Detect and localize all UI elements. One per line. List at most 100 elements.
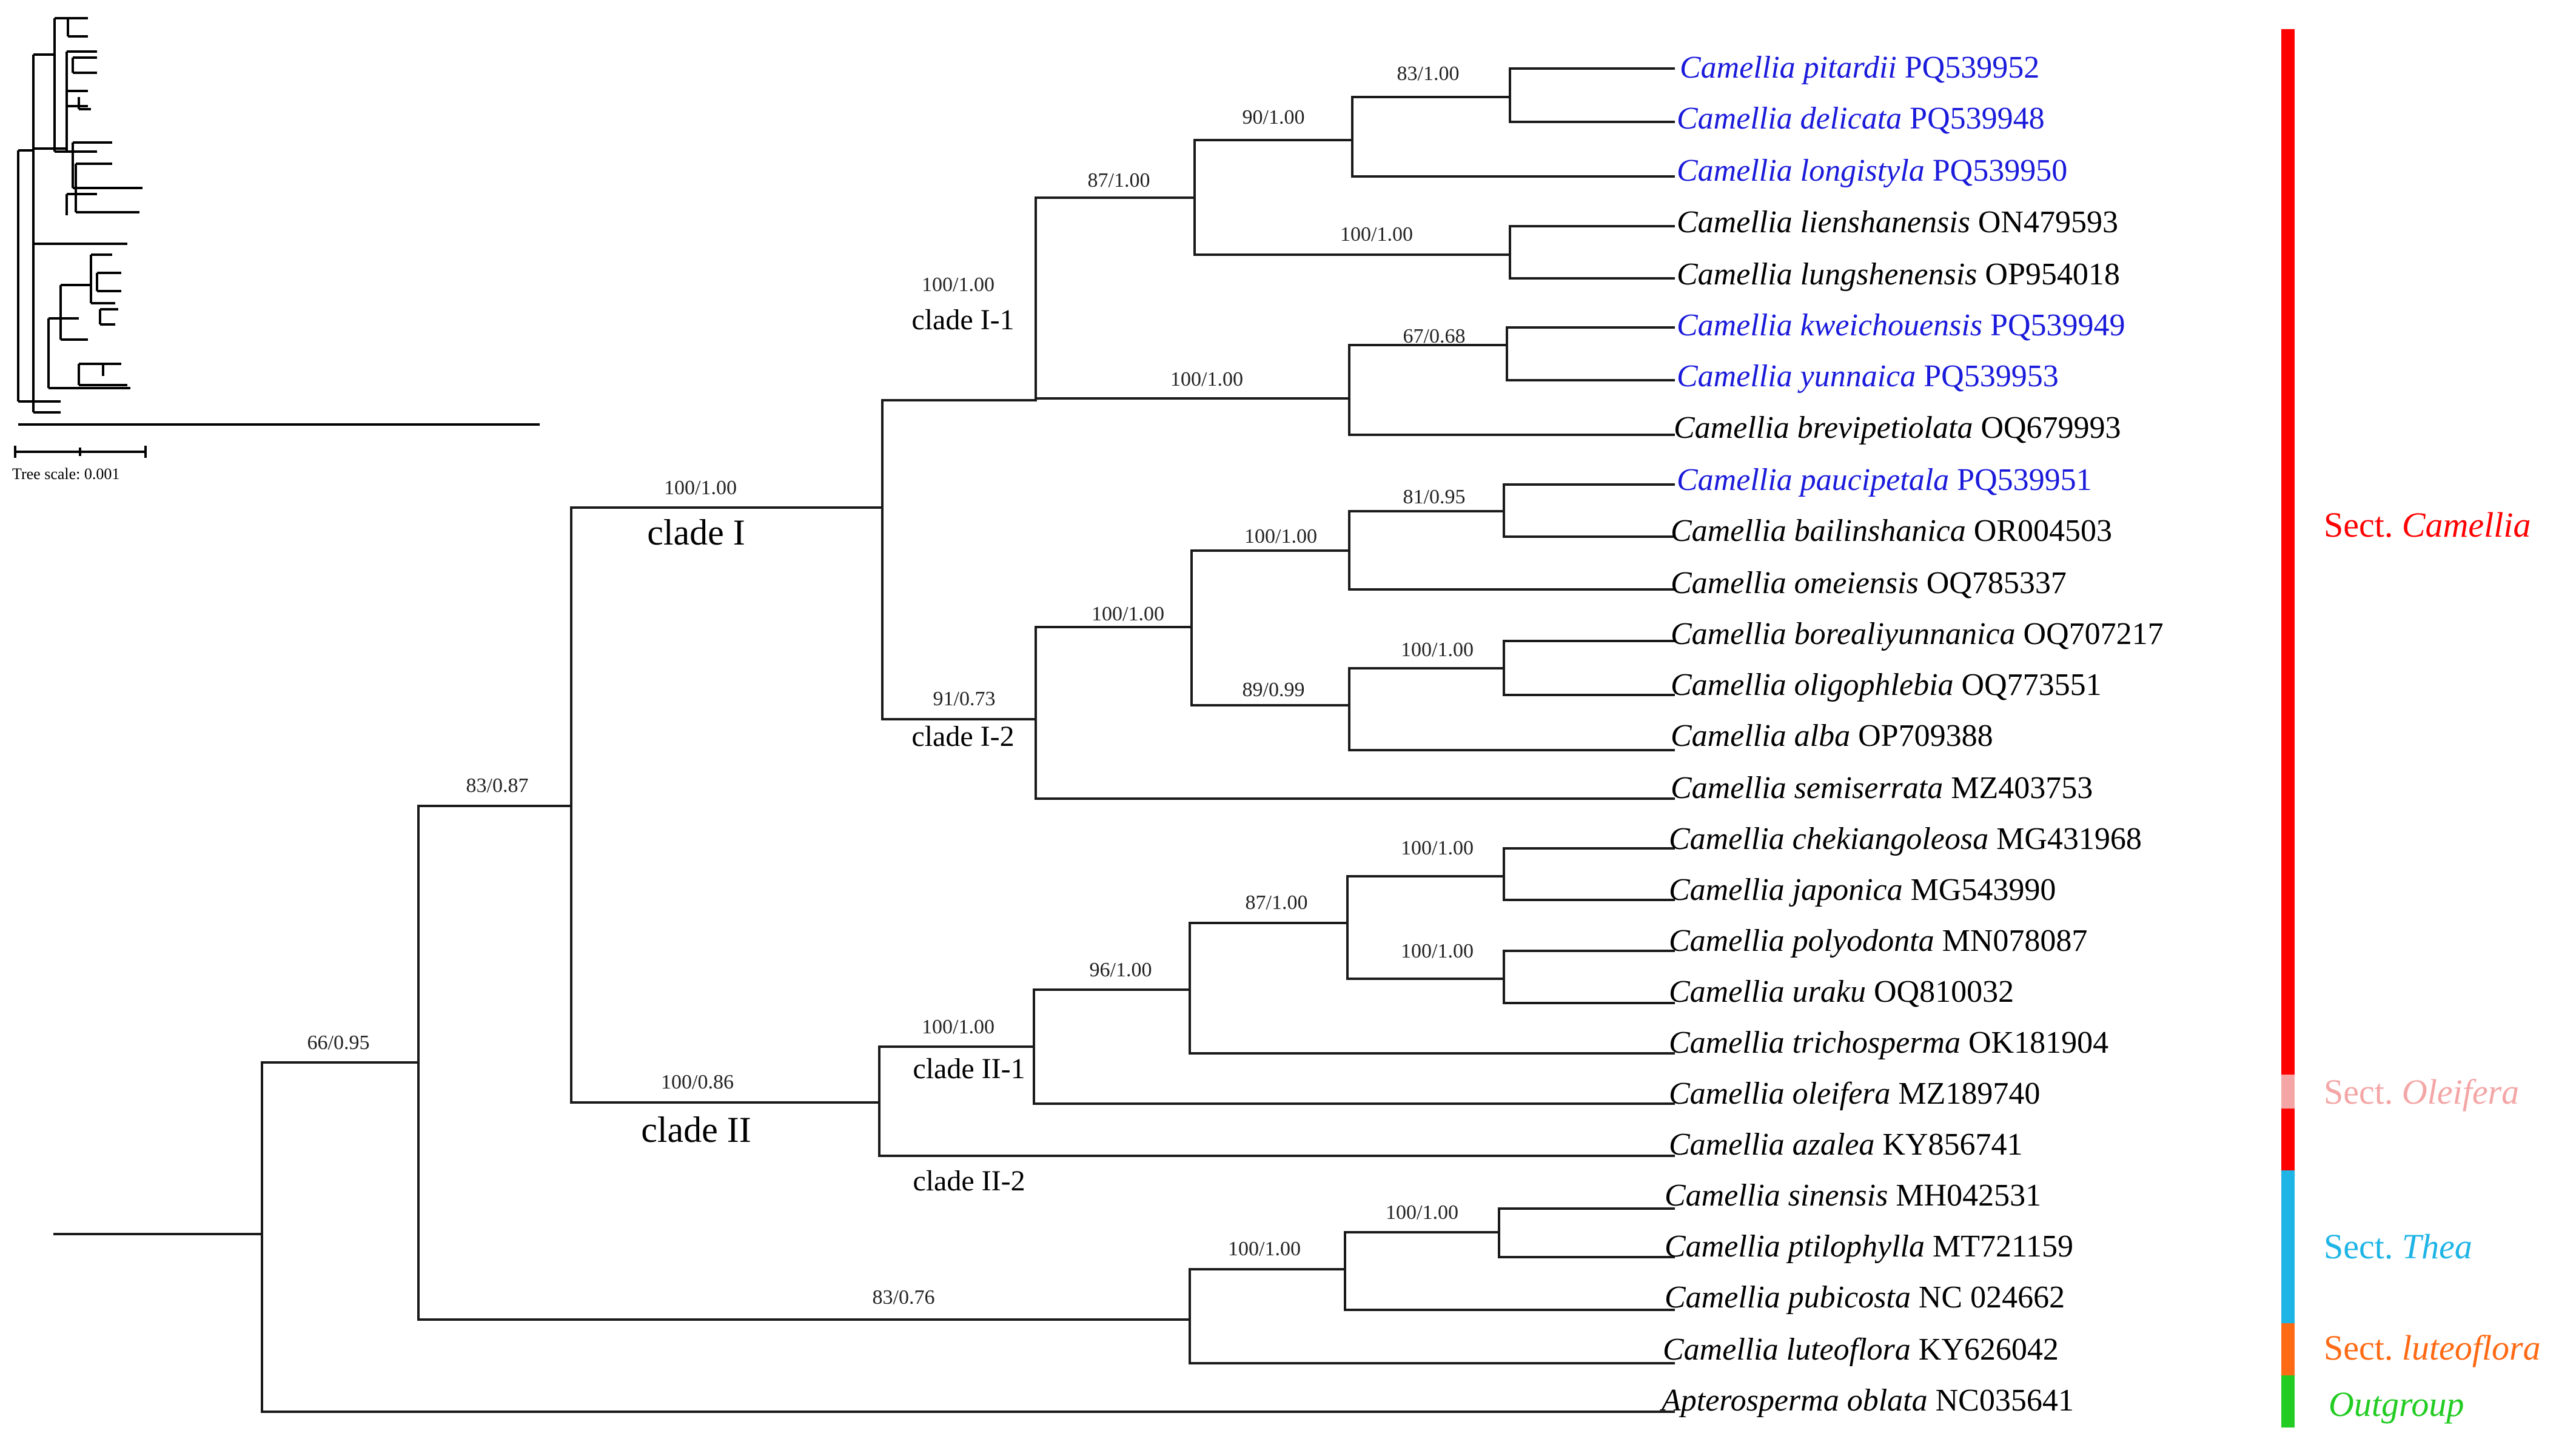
- accession-number: NC035641: [1936, 1383, 2074, 1418]
- species-name: Camellia brevipetiolata: [1674, 411, 1973, 445]
- leaf-label: Apterosperma oblata NC035641: [1660, 1383, 2074, 1418]
- section-bars: [2281, 29, 2295, 1428]
- tree-branches: [53, 67, 1675, 1413]
- support-label: 83/0.76: [873, 1286, 935, 1309]
- accession-number: OR004503: [1974, 514, 2112, 548]
- support-label: 91/0.73: [933, 688, 996, 710]
- support-label: 100/1.00: [664, 477, 737, 499]
- support-label: 100/1.00: [1170, 368, 1243, 391]
- accession-number: OQ679993: [1981, 411, 2121, 445]
- accession-number: PQ539948: [1910, 101, 2044, 136]
- species-name: Camellia uraku: [1669, 975, 1866, 1009]
- species-name: Camellia oleifera: [1669, 1076, 1890, 1111]
- leaf-label: Camellia japonica MG543990: [1669, 873, 2056, 907]
- outgroup-label: Outgroup: [2329, 1384, 2464, 1424]
- leaf-label: Camellia ptilophylla MT721159: [1665, 1229, 2073, 1264]
- species-name: Camellia chekiangoleosa: [1669, 822, 1988, 856]
- support-label: 83/1.00: [1397, 62, 1460, 85]
- species-name: Camellia borealiyunnanica: [1671, 617, 2016, 651]
- leaf-label: Camellia lungshenensis OP954018: [1677, 257, 2120, 292]
- species-name: Camellia trichosperma: [1669, 1025, 1961, 1060]
- support-label: 100/1.00: [1386, 1201, 1458, 1224]
- accession-number: PQ539950: [1933, 153, 2067, 188]
- species-name: Camellia omeiensis: [1671, 566, 1919, 600]
- accession-number: OK181904: [1968, 1025, 2108, 1060]
- accession-number: OQ773551: [1962, 668, 2102, 702]
- sect-camellia-bar: [2281, 29, 2295, 1075]
- clade-labels: clade I clade II clade I-1 clade I-2 cla…: [641, 304, 1025, 1197]
- sect-thea-label: Sect. Thea: [2324, 1227, 2472, 1266]
- leaf-label: Camellia delicata PQ539948: [1677, 101, 2045, 136]
- sect-oleifera-label: Sect. Oleifera: [2324, 1072, 2519, 1112]
- clade-II-1-label: clade II-1: [913, 1053, 1025, 1085]
- inset-tree-thumbnail: Tree scale: 0.001: [12, 17, 540, 483]
- accession-number: NC 024662: [1919, 1280, 2065, 1315]
- support-label: 100/1.00: [1401, 940, 1474, 962]
- support-values: 83/1.00 90/1.00 87/1.00 100/1.00 67/0.68…: [307, 62, 1474, 1309]
- leaf-label: Camellia brevipetiolata OQ679993: [1674, 411, 2121, 445]
- leaf-label: Camellia semiserrata MZ403753: [1671, 771, 2093, 805]
- accession-number: MZ403753: [1951, 771, 2093, 805]
- species-name: Camellia bailinshanica: [1671, 514, 1966, 548]
- species-name: Camellia polyodonta: [1669, 924, 1934, 958]
- leaf-label: Camellia chekiangoleosa MG431968: [1669, 822, 2142, 856]
- accession-number: MH042531: [1896, 1178, 2041, 1213]
- accession-number: KY856741: [1882, 1127, 2022, 1162]
- sect-camellia-label: Sect. Camellia: [2324, 505, 2531, 545]
- species-name: Apterosperma oblata: [1660, 1383, 1928, 1418]
- species-name: Camellia yunnaica: [1677, 359, 1916, 394]
- support-label: 89/0.99: [1243, 679, 1305, 701]
- sect-luteoflora-bar: [2281, 1323, 2295, 1375]
- species-name: Camellia longistyla: [1677, 153, 1925, 188]
- leaf-label: Camellia oleifera MZ189740: [1669, 1076, 2040, 1111]
- accession-number: PQ539953: [1924, 359, 2058, 394]
- species-name: Camellia japonica: [1669, 873, 1903, 907]
- clade-I-label: clade I: [647, 512, 745, 552]
- species-name: Camellia delicata: [1677, 101, 1902, 136]
- clade-II-label: clade II: [641, 1110, 751, 1150]
- accession-number: MN078087: [1942, 924, 2088, 958]
- support-label: 83/0.87: [466, 774, 529, 797]
- leaf-label: Camellia oligophlebia OQ773551: [1671, 668, 2102, 702]
- leaf-label: Camellia luteoflora KY626042: [1663, 1332, 2059, 1367]
- species-name: Camellia lungshenensis: [1677, 257, 1977, 292]
- accession-number: MZ189740: [1898, 1076, 2040, 1111]
- leaf-label: Camellia longistyla PQ539950: [1677, 153, 2067, 188]
- leaf-label: Camellia kweichouensis PQ539949: [1677, 308, 2125, 343]
- species-name: Camellia lienshanensis: [1677, 205, 1970, 240]
- accession-number: KY626042: [1919, 1332, 2059, 1367]
- accession-number: OP709388: [1858, 719, 1993, 753]
- leaf-label: Camellia paucipetala PQ539951: [1677, 463, 2092, 497]
- tree-scale-label: Tree scale: 0.001: [12, 465, 119, 483]
- species-name: Camellia semiserrata: [1671, 771, 1943, 805]
- support-label: 100/1.00: [1228, 1238, 1301, 1260]
- species-name: Camellia luteoflora: [1663, 1332, 1911, 1367]
- support-label: 100/1.00: [1340, 223, 1413, 246]
- accession-number: PQ539949: [1990, 308, 2125, 343]
- species-name: Camellia oligophlebia: [1671, 668, 1954, 702]
- support-label: 96/1.00: [1090, 959, 1152, 981]
- leaf-label: Camellia omeiensis OQ785337: [1671, 566, 2067, 600]
- support-label: 100/1.00: [922, 273, 995, 296]
- species-name: Camellia pitardii: [1680, 50, 1897, 85]
- accession-number: OP954018: [1985, 257, 2119, 292]
- accession-number: MG431968: [1996, 822, 2142, 856]
- species-name: Camellia sinensis: [1665, 1178, 1888, 1213]
- clade-I-2-label: clade I-2: [911, 720, 1014, 753]
- support-label: 100/1.00: [1401, 837, 1474, 859]
- support-label: 100/0.86: [661, 1071, 734, 1093]
- leaf-label: Camellia polyodonta MN078087: [1669, 924, 2087, 958]
- sect-luteoflora-label: Sect. luteoflora: [2324, 1328, 2541, 1367]
- accession-number: OQ810032: [1874, 975, 2014, 1009]
- species-name: Camellia paucipetala: [1677, 463, 1949, 497]
- clade-I-1-label: clade I-1: [911, 304, 1014, 336]
- support-label: 66/0.95: [307, 1032, 370, 1054]
- accession-number: OQ707217: [2024, 617, 2164, 651]
- leaf-label: Camellia alba OP709388: [1671, 719, 1993, 753]
- leaf-label: Camellia borealiyunnanica OQ707217: [1671, 617, 2164, 651]
- support-label: 67/0.68: [1403, 325, 1466, 347]
- species-name: Camellia pubicosta: [1665, 1280, 1911, 1315]
- leaf-label: Camellia azalea KY856741: [1669, 1127, 2023, 1162]
